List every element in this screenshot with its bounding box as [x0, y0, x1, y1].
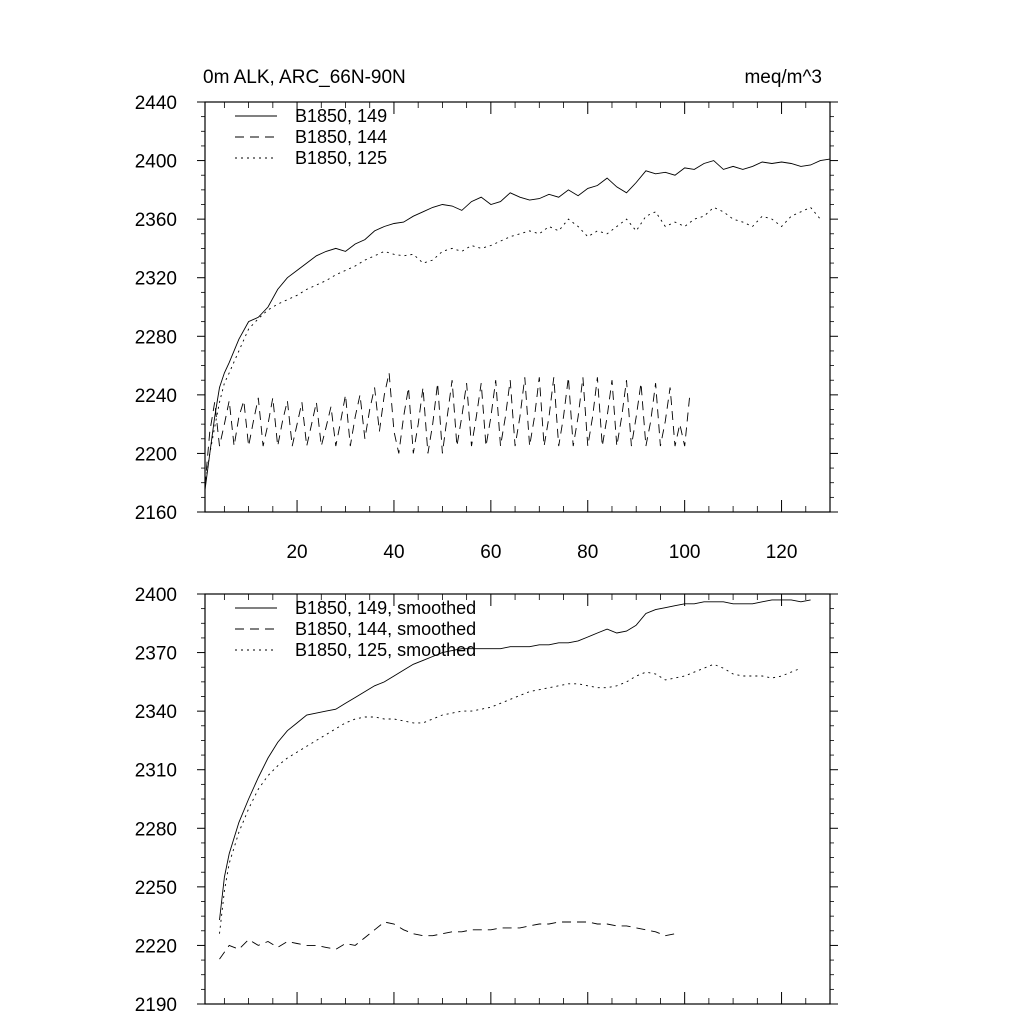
- y-tick-label: 2360: [135, 210, 177, 231]
- legend-label: B1850, 149: [295, 106, 387, 126]
- bottom-panel: 2190 2220 2250 2280 2310 2340 2370 2400 B1850, …: [135, 585, 838, 1016]
- y-tick-label: 2320: [135, 269, 177, 290]
- x-tick-label: 40: [383, 542, 404, 563]
- top-panel: 0m ALK, ARC_66N-90N meq/m^3 20 40 60 80 100 1…: [135, 67, 838, 563]
- series-line-2: [219, 921, 676, 960]
- legend-label: B1850, 125: [295, 148, 387, 168]
- y-tick-label: 2400: [135, 152, 177, 173]
- x-tick-label: 120: [766, 542, 798, 563]
- series-line-1: [219, 599, 811, 921]
- y-tick-label: 2240: [135, 386, 177, 407]
- x-tick-label: 60: [480, 542, 501, 563]
- legend-label: B1850, 149, smoothed: [295, 598, 476, 618]
- legend-label: B1850, 125, smoothed: [295, 640, 476, 660]
- series-line-2: [204, 372, 690, 486]
- y-tick-label: 2310: [135, 761, 177, 782]
- y-tick-label: 2220: [135, 936, 177, 957]
- panel-title: 0m ALK, ARC_66N-90N: [203, 67, 406, 88]
- y-tick-label: 2160: [135, 503, 177, 524]
- y-tick-label: 2340: [135, 702, 177, 723]
- legend-label: B1850, 144, smoothed: [295, 619, 476, 639]
- x-tick-label: 80: [577, 542, 598, 563]
- y-tick-label: 2440: [135, 93, 177, 114]
- series-group: [204, 158, 831, 491]
- y-tick-label: 2400: [135, 585, 177, 606]
- y-tick-label: 2280: [135, 819, 177, 840]
- x-tick-label: 100: [669, 542, 701, 563]
- series-group: [219, 599, 811, 960]
- axes-group: 2190 2220 2250 2280 2310 2340 2370 2400: [135, 585, 838, 1016]
- x-tick-label: 20: [286, 542, 307, 563]
- y-tick-label: 2190: [135, 995, 177, 1016]
- y-tick-label: 2200: [135, 444, 177, 465]
- y-tick-label: 2250: [135, 878, 177, 899]
- series-line-3: [204, 206, 821, 486]
- series-line-1: [204, 158, 831, 491]
- axes-group: 20 40 60 80 100 120 2160 2200 2240 2280 2320 2360 24…: [135, 93, 838, 563]
- legend-label: B1850, 144: [295, 127, 387, 147]
- y-tick-label: 2370: [135, 644, 177, 665]
- series-line-3: [219, 663, 802, 934]
- units-label: meq/m^3: [744, 67, 822, 88]
- y-tick-label: 2280: [135, 327, 177, 348]
